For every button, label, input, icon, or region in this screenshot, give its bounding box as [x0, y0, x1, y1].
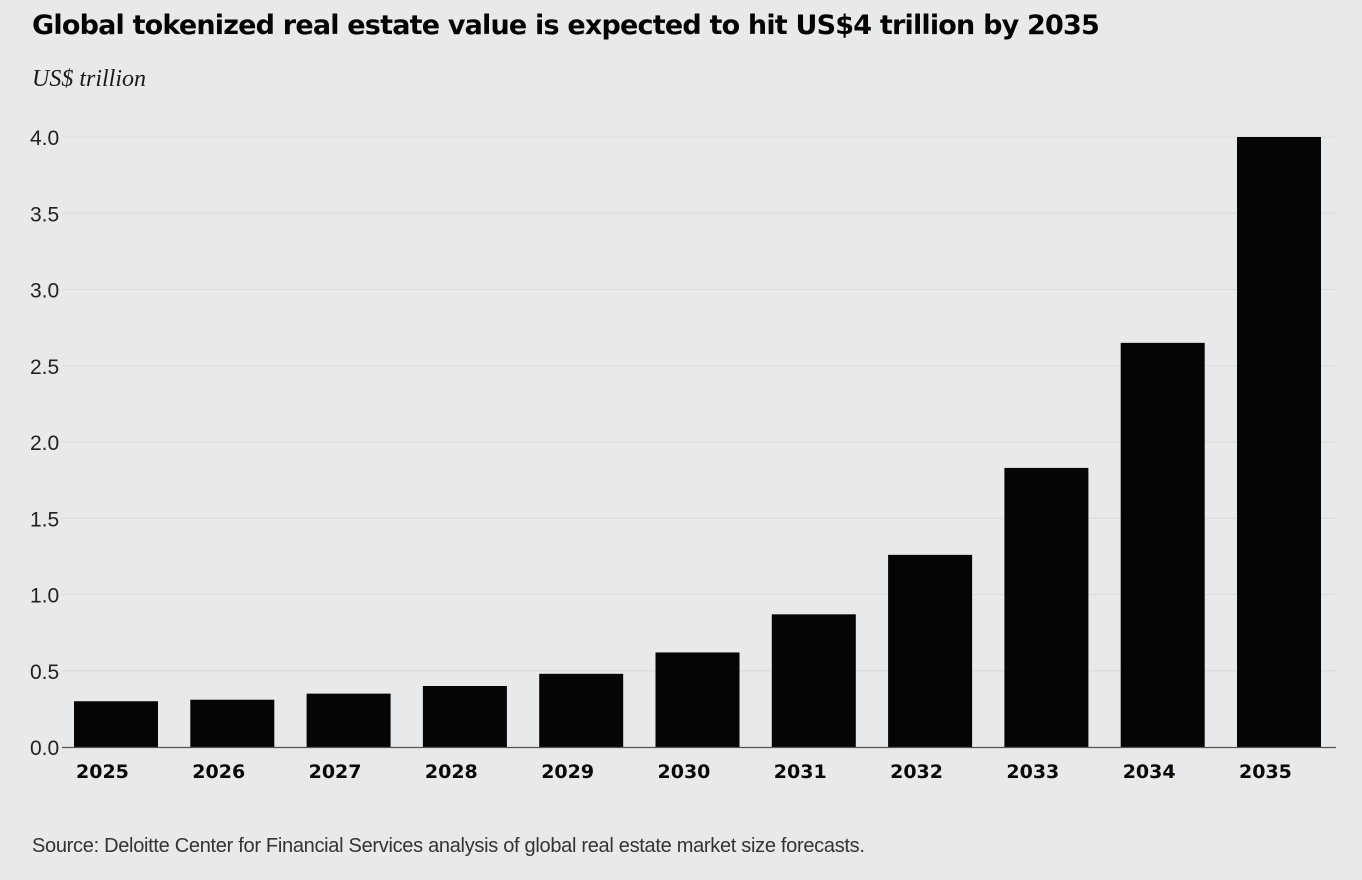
y-tick-label: 3.0: [30, 280, 59, 303]
source-note: Source: Deloitte Center for Financial Se…: [32, 835, 865, 857]
x-tick-label: 2025: [76, 761, 129, 783]
bar-2033: [1004, 467, 1089, 747]
x-tick-label: 2029: [541, 761, 594, 783]
x-tick-label: 2032: [890, 761, 943, 783]
chart-subtitle: US$ trillion: [32, 66, 147, 92]
y-tick-label: 4.0: [30, 127, 59, 150]
bar-2031: [771, 614, 856, 747]
x-tick-label: 2027: [309, 761, 362, 783]
bar-2026: [190, 699, 275, 747]
y-tick-label: 1.5: [30, 508, 59, 531]
y-tick-label: 2.5: [30, 356, 59, 379]
x-tick-label: 2035: [1239, 761, 1292, 783]
bar-2030: [655, 652, 740, 747]
y-tick-label: 0.5: [30, 661, 59, 684]
bar-2028: [422, 686, 507, 747]
x-tick-label: 2026: [192, 761, 245, 783]
x-tick-label: 2034: [1123, 761, 1176, 783]
bar-2032: [888, 554, 973, 747]
x-tick-label: 2033: [1006, 761, 1059, 783]
y-tick-label: 1.0: [30, 585, 59, 608]
x-tick-label: 2031: [774, 761, 827, 783]
y-tick-label: 3.5: [30, 203, 59, 226]
bar-2035: [1237, 137, 1321, 747]
x-tick-label: 2028: [425, 761, 478, 783]
chart-title: Global tokenized real estate value is ex…: [32, 10, 1100, 41]
bar-2025: [74, 701, 158, 747]
bar-2029: [539, 673, 624, 747]
y-tick-label: 0.0: [30, 737, 59, 760]
x-tick-label: 2030: [658, 761, 711, 783]
bar-2027: [306, 693, 391, 747]
y-tick-label: 2.0: [30, 432, 59, 455]
bar-2034: [1120, 342, 1205, 747]
